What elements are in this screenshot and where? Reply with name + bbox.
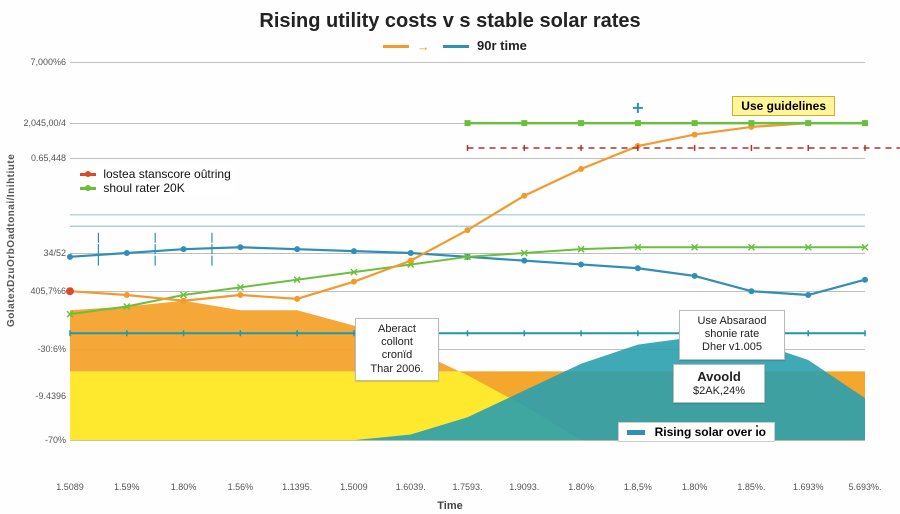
legend-left: lostea stanscore oûtring shoul rater 20K: [78, 166, 233, 196]
sub-legend: → 90r time: [0, 38, 900, 54]
x-tick-label: 1.56%: [228, 482, 254, 492]
callout-line: shonie rate: [686, 328, 778, 341]
callout-line: Aberact: [362, 323, 432, 336]
y-tick-label: -9.4396: [22, 391, 66, 401]
x-tick-label: 1.59%: [114, 482, 140, 492]
plot-area: lostea stanscore oûtring shoul rater 20K…: [70, 62, 865, 470]
legend-label: shoul rater 20K: [103, 181, 184, 195]
x-tick-label: 1.80%: [682, 482, 708, 492]
arrow-icon: →: [417, 39, 430, 54]
chart-container: Rising utility costs v s stable solar ra…: [0, 0, 900, 514]
legend-item: lostea stanscore oûtring: [80, 167, 231, 181]
x-axis-label: Time: [0, 500, 900, 512]
swatch-blue-thick: [627, 430, 645, 435]
callout-line: cronïd: [362, 349, 432, 362]
sub-legend-label: 90r time: [477, 38, 527, 53]
y-tick-label: -70%: [22, 435, 66, 445]
y-tick-label: -30:6%: [22, 344, 66, 354]
y-tick-label: 405,7%6: [22, 286, 66, 296]
callout-sub: $2AK,24%: [680, 385, 758, 398]
legend-guidelines: Use guidelines: [732, 96, 835, 116]
x-tick-label: 1.1395.: [282, 482, 312, 492]
legend-label: lostea stanscore oûtring: [103, 167, 230, 181]
callout-line: Thar 2006.: [362, 363, 432, 376]
callout-line: Use Absaraod: [686, 315, 778, 328]
callout-avoid: Avoold $2AK,24%: [673, 364, 765, 403]
x-tick-label: 1.80%: [171, 482, 197, 492]
x-tick-label: 1.5089: [56, 482, 84, 492]
y-tick-label: 2,045,00/4: [22, 118, 66, 128]
swatch-blue: [443, 45, 469, 48]
y-tick-label: 34/52: [22, 248, 66, 258]
x-tick-label: 1.7593.: [452, 482, 482, 492]
x-tick-label: 5.693%.: [848, 482, 881, 492]
marker-blue-cross: [633, 103, 643, 113]
x-tick-label: 1.5009: [340, 482, 368, 492]
x-tick-label: 1.9093.: [509, 482, 539, 492]
x-tick-label: 1.85%.: [737, 482, 765, 492]
callout-title: Avoold: [680, 369, 758, 385]
callout-line: Dher v1.005: [686, 341, 778, 354]
legend-bottom-right: Rising solar over ı̊o: [618, 422, 775, 442]
y-tick-label: 0.65,448: [22, 153, 66, 163]
y-tick-label: 7,000%6: [22, 57, 66, 67]
legend-item: shoul rater 20K: [80, 181, 231, 195]
swatch-orange: [383, 45, 409, 48]
marker-red-start: [66, 287, 74, 295]
chart-title: Rising utility costs v s stable solar ra…: [0, 10, 900, 33]
callout-right-rate: Use Absaraod shonie rate Dher v1.005: [679, 310, 785, 360]
legend-bottom-label: Rising solar over ı̊o: [655, 425, 766, 439]
x-tick-label: 1.6039.: [396, 482, 426, 492]
x-tick-label: 1.693%: [793, 482, 824, 492]
callout-line: collont: [362, 336, 432, 349]
x-tick-label: 1.8,5%: [624, 482, 652, 492]
plot-svg: [70, 62, 865, 470]
y-axis-label: GolatexDzuOrbOadtonai/Inihtiute: [6, 80, 20, 400]
callout-center: Aberact collont cronïd Thar 2006.: [355, 318, 439, 381]
legend-guidelines-label: Use guidelines: [741, 99, 826, 113]
x-tick-label: 1.80%: [568, 482, 594, 492]
